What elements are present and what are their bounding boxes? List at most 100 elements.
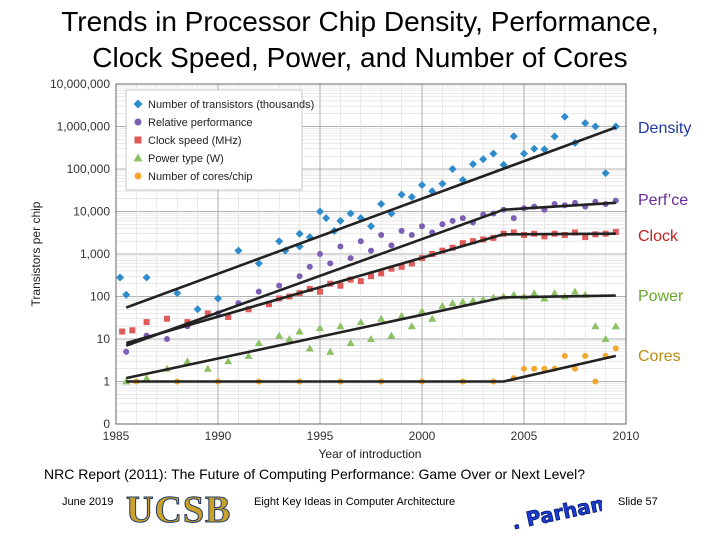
power-point — [346, 339, 355, 347]
cores-point — [612, 345, 619, 352]
cores-point — [572, 365, 578, 372]
y-tick-labels: 10,000,0001,000,000100,00010,0001,000100… — [50, 77, 110, 431]
clock-point — [357, 278, 364, 285]
transistors-legend-label: Number of transistors (thousands) — [148, 99, 314, 111]
clock-point — [541, 233, 548, 240]
power-point — [458, 297, 467, 305]
x-tick-label: 2010 — [613, 429, 640, 443]
cores-point — [582, 352, 589, 359]
transistors-point — [275, 237, 284, 246]
x-tick-label: 2005 — [511, 429, 538, 443]
transistors-point — [316, 207, 324, 216]
power-point — [316, 324, 324, 332]
x-axis-label: Year of introduction — [319, 447, 422, 461]
y-tick-label: 0 — [103, 417, 110, 431]
performance-legend-label: Relative performance — [148, 117, 253, 129]
power-point — [418, 307, 426, 315]
perf-label: Perf’ce — [638, 192, 689, 209]
performance-legend-marker — [134, 118, 142, 126]
clock-point — [184, 319, 191, 326]
trend-lines — [125, 126, 617, 383]
performance-point — [123, 348, 130, 355]
clock-point — [245, 306, 252, 313]
clock-point — [164, 315, 170, 322]
transistors-point — [438, 179, 447, 188]
performance-trend-line — [125, 201, 616, 347]
performance-point — [306, 263, 313, 270]
transistors-point — [479, 155, 488, 164]
signature-text: B. Parhami — [512, 488, 602, 534]
power-point — [367, 335, 375, 342]
transistors-point — [428, 187, 437, 196]
performance-point — [388, 242, 395, 249]
x-tick-label: 1990 — [205, 429, 232, 443]
transistors-point — [520, 149, 528, 158]
y-tick-label: 100,000 — [67, 162, 111, 176]
power-point — [142, 374, 151, 382]
transistors-point — [540, 145, 549, 154]
power-point — [397, 311, 406, 319]
x-tick-labels: 1985 1990 1995 2000 2005 2010 — [103, 429, 640, 443]
transistors-point — [346, 209, 355, 218]
clock-point — [470, 238, 476, 245]
power-point — [224, 357, 233, 365]
cores-point — [521, 365, 527, 372]
y-tick-label: 1,000,000 — [57, 120, 111, 134]
clock-point — [510, 229, 517, 236]
performance-point — [347, 255, 354, 262]
y-tick-label: 1,000 — [80, 247, 110, 261]
transistors-point — [122, 290, 131, 299]
performance-point — [419, 223, 425, 230]
transistors-trend-line — [125, 126, 617, 309]
legend: Number of transistors (thousands) Relativ… — [125, 89, 314, 191]
performance-point — [296, 273, 303, 280]
power-point — [611, 322, 620, 330]
clock-point — [572, 229, 578, 236]
transistors-point — [367, 222, 375, 231]
clock-point — [266, 301, 272, 308]
power-point — [448, 299, 457, 307]
power-point — [254, 339, 263, 347]
power-point — [203, 364, 212, 372]
performance-point — [510, 215, 517, 222]
title-line-1: Trends in Processor Chip Density, Perfor… — [61, 6, 659, 37]
power-point — [571, 287, 579, 295]
power-point — [530, 289, 539, 297]
y-axis-label: Transistors per chip — [29, 201, 43, 306]
performance-point — [327, 260, 334, 267]
power-point — [275, 331, 284, 339]
cores-legend-marker — [134, 172, 142, 180]
transistors-point — [530, 144, 539, 153]
transistors-point — [234, 246, 243, 255]
clock-point — [225, 313, 232, 320]
power-point — [428, 314, 437, 322]
clock-point — [612, 228, 619, 235]
power-point — [244, 351, 253, 359]
transistors-point — [173, 289, 182, 298]
performance-point — [276, 282, 283, 289]
transistors-point — [336, 216, 345, 225]
clock-point — [582, 234, 589, 241]
signature-logo: B. Parhami — [512, 488, 602, 534]
clock-point — [459, 240, 466, 247]
clock-legend-label: Clock speed (MHz) — [148, 135, 242, 147]
x-tick-label: 1995 — [307, 429, 334, 443]
clock-point — [204, 310, 211, 317]
transistors-point — [254, 259, 263, 268]
power-point — [469, 296, 477, 304]
cores-legend-label: Number of cores/chip — [148, 171, 253, 183]
performance-point — [378, 231, 385, 238]
transistors-point — [407, 192, 416, 201]
performance-point — [164, 336, 170, 342]
clock-point — [398, 263, 405, 270]
power-point — [336, 322, 345, 330]
clock-point — [408, 260, 415, 267]
footer-center: Eight Key Ideas in Computer Architecture — [254, 496, 456, 508]
performance-point — [449, 217, 456, 224]
cores-label: Cores — [638, 348, 681, 365]
x-tick-label: 1985 — [103, 429, 130, 443]
clock-legend-marker — [134, 136, 142, 144]
power-label: Power — [638, 288, 684, 305]
trends-chart: 10,000,0001,000,000100,00010,0001,000100… — [29, 77, 640, 461]
clock-point — [119, 328, 126, 335]
